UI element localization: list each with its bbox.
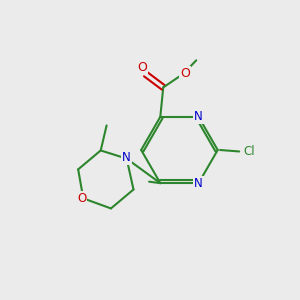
Text: O: O — [180, 67, 190, 80]
Text: N: N — [194, 177, 203, 190]
Text: Cl: Cl — [243, 145, 255, 158]
Text: O: O — [137, 61, 147, 74]
Text: N: N — [122, 151, 131, 164]
Text: N: N — [194, 110, 203, 123]
Text: O: O — [77, 192, 86, 205]
